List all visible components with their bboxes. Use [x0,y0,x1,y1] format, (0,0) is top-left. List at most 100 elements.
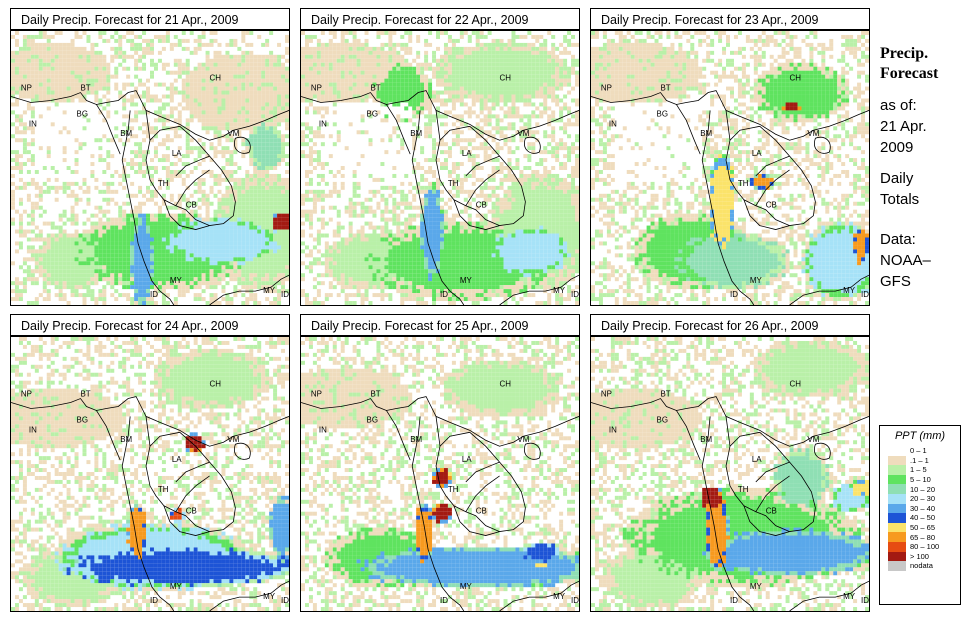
precip-cell [130,269,135,274]
precip-cell [14,150,19,155]
precip-cell [304,38,309,43]
precip-cell [440,78,444,83]
precip-cell [102,158,107,163]
precip-cell [265,146,270,151]
precip-map: NP BT BG IN BM CH VM LA TH CB MY ID MY ID [10,30,290,306]
precip-cell [241,281,246,286]
precip-cell [201,269,206,274]
precip-cell [531,181,536,186]
country-label: IN [29,119,37,128]
precip-cell [277,146,282,151]
precip-cell [257,301,262,305]
precip-cell [153,253,158,258]
precip-cell [173,106,178,111]
precip-cell [26,66,31,71]
precip-cell [229,301,234,305]
precip-cell [106,114,111,119]
precip-cell [519,138,524,143]
precip-cell [134,233,139,238]
precip-cell [380,98,385,103]
precip-cell [138,277,143,282]
precip-cell [38,269,43,274]
precip-cell [261,189,266,194]
precip-cell [384,114,389,119]
precip-cell [74,269,79,274]
precip-cell [503,58,508,63]
precip-cell [515,86,520,91]
precip-cell [507,74,512,79]
precip-cell [412,138,417,143]
precip-cell [209,169,214,174]
precip-cell [273,54,278,59]
precip-cell [22,110,27,115]
precip-cell [66,54,71,59]
precip-cell [253,257,258,262]
precip-cell [519,74,524,79]
precip-cell [34,58,39,63]
precip-cell [74,241,79,246]
precip-cell [38,50,43,55]
precip-cell [285,162,289,167]
precip-cell [265,70,270,75]
precip-cell [94,249,99,254]
precip-cell [277,197,282,202]
precip-cell [98,221,103,226]
precip-cell [225,233,230,238]
precip-cell [90,257,95,262]
precip-cell [205,221,210,226]
country-boundary [121,110,175,305]
precip-cell [380,54,385,59]
precip-cell [106,273,111,278]
precip-cell [555,193,560,198]
precip-cell [304,42,309,47]
precip-cell [233,90,238,95]
precip-cell [134,237,139,242]
precip-cell [94,269,99,274]
precip-cell [54,58,59,63]
precip-cell [82,54,87,59]
precip-cell [404,66,409,71]
precip-cell [74,58,79,63]
precip-cell [34,249,39,254]
precip-cell [261,213,266,218]
precip-cell [217,142,222,147]
precip-cell [78,86,83,91]
precip-cell [447,169,452,174]
precip-cell [98,50,103,55]
precip-cell [221,205,226,210]
precip-cell [90,241,95,246]
precip-cell [78,66,83,71]
precip-cell [114,245,119,250]
precip-cell [392,94,397,99]
precip-cell [424,134,429,139]
precip-cell [225,98,230,103]
precip-cell [340,31,345,35]
precip-cell [380,94,385,99]
precip-cell [571,177,576,182]
precip-cell [424,54,429,59]
precip-cell [130,118,135,123]
precip-cell [396,114,401,119]
precip-cell [134,118,139,123]
precip-cell [360,98,365,103]
precip-cell [408,90,413,95]
precip-cell [181,106,186,111]
precip-cell [106,82,111,87]
precip-cell [138,209,143,214]
precip-cell [436,158,440,163]
precip-cell [273,193,278,198]
precip-cell [483,158,488,163]
precip-cell [308,70,313,75]
precip-cell [388,58,393,63]
precip-cell [269,62,274,67]
precip-cell [94,221,99,226]
precip-cell [197,285,202,290]
precip-cell [38,237,43,242]
precip-cell [225,118,230,123]
precip-cell [153,221,158,226]
precip-cell [209,62,214,67]
precip-cell [404,70,409,75]
precip-cell [404,193,409,198]
precip-cell [209,237,214,242]
precip-cell [26,78,31,83]
